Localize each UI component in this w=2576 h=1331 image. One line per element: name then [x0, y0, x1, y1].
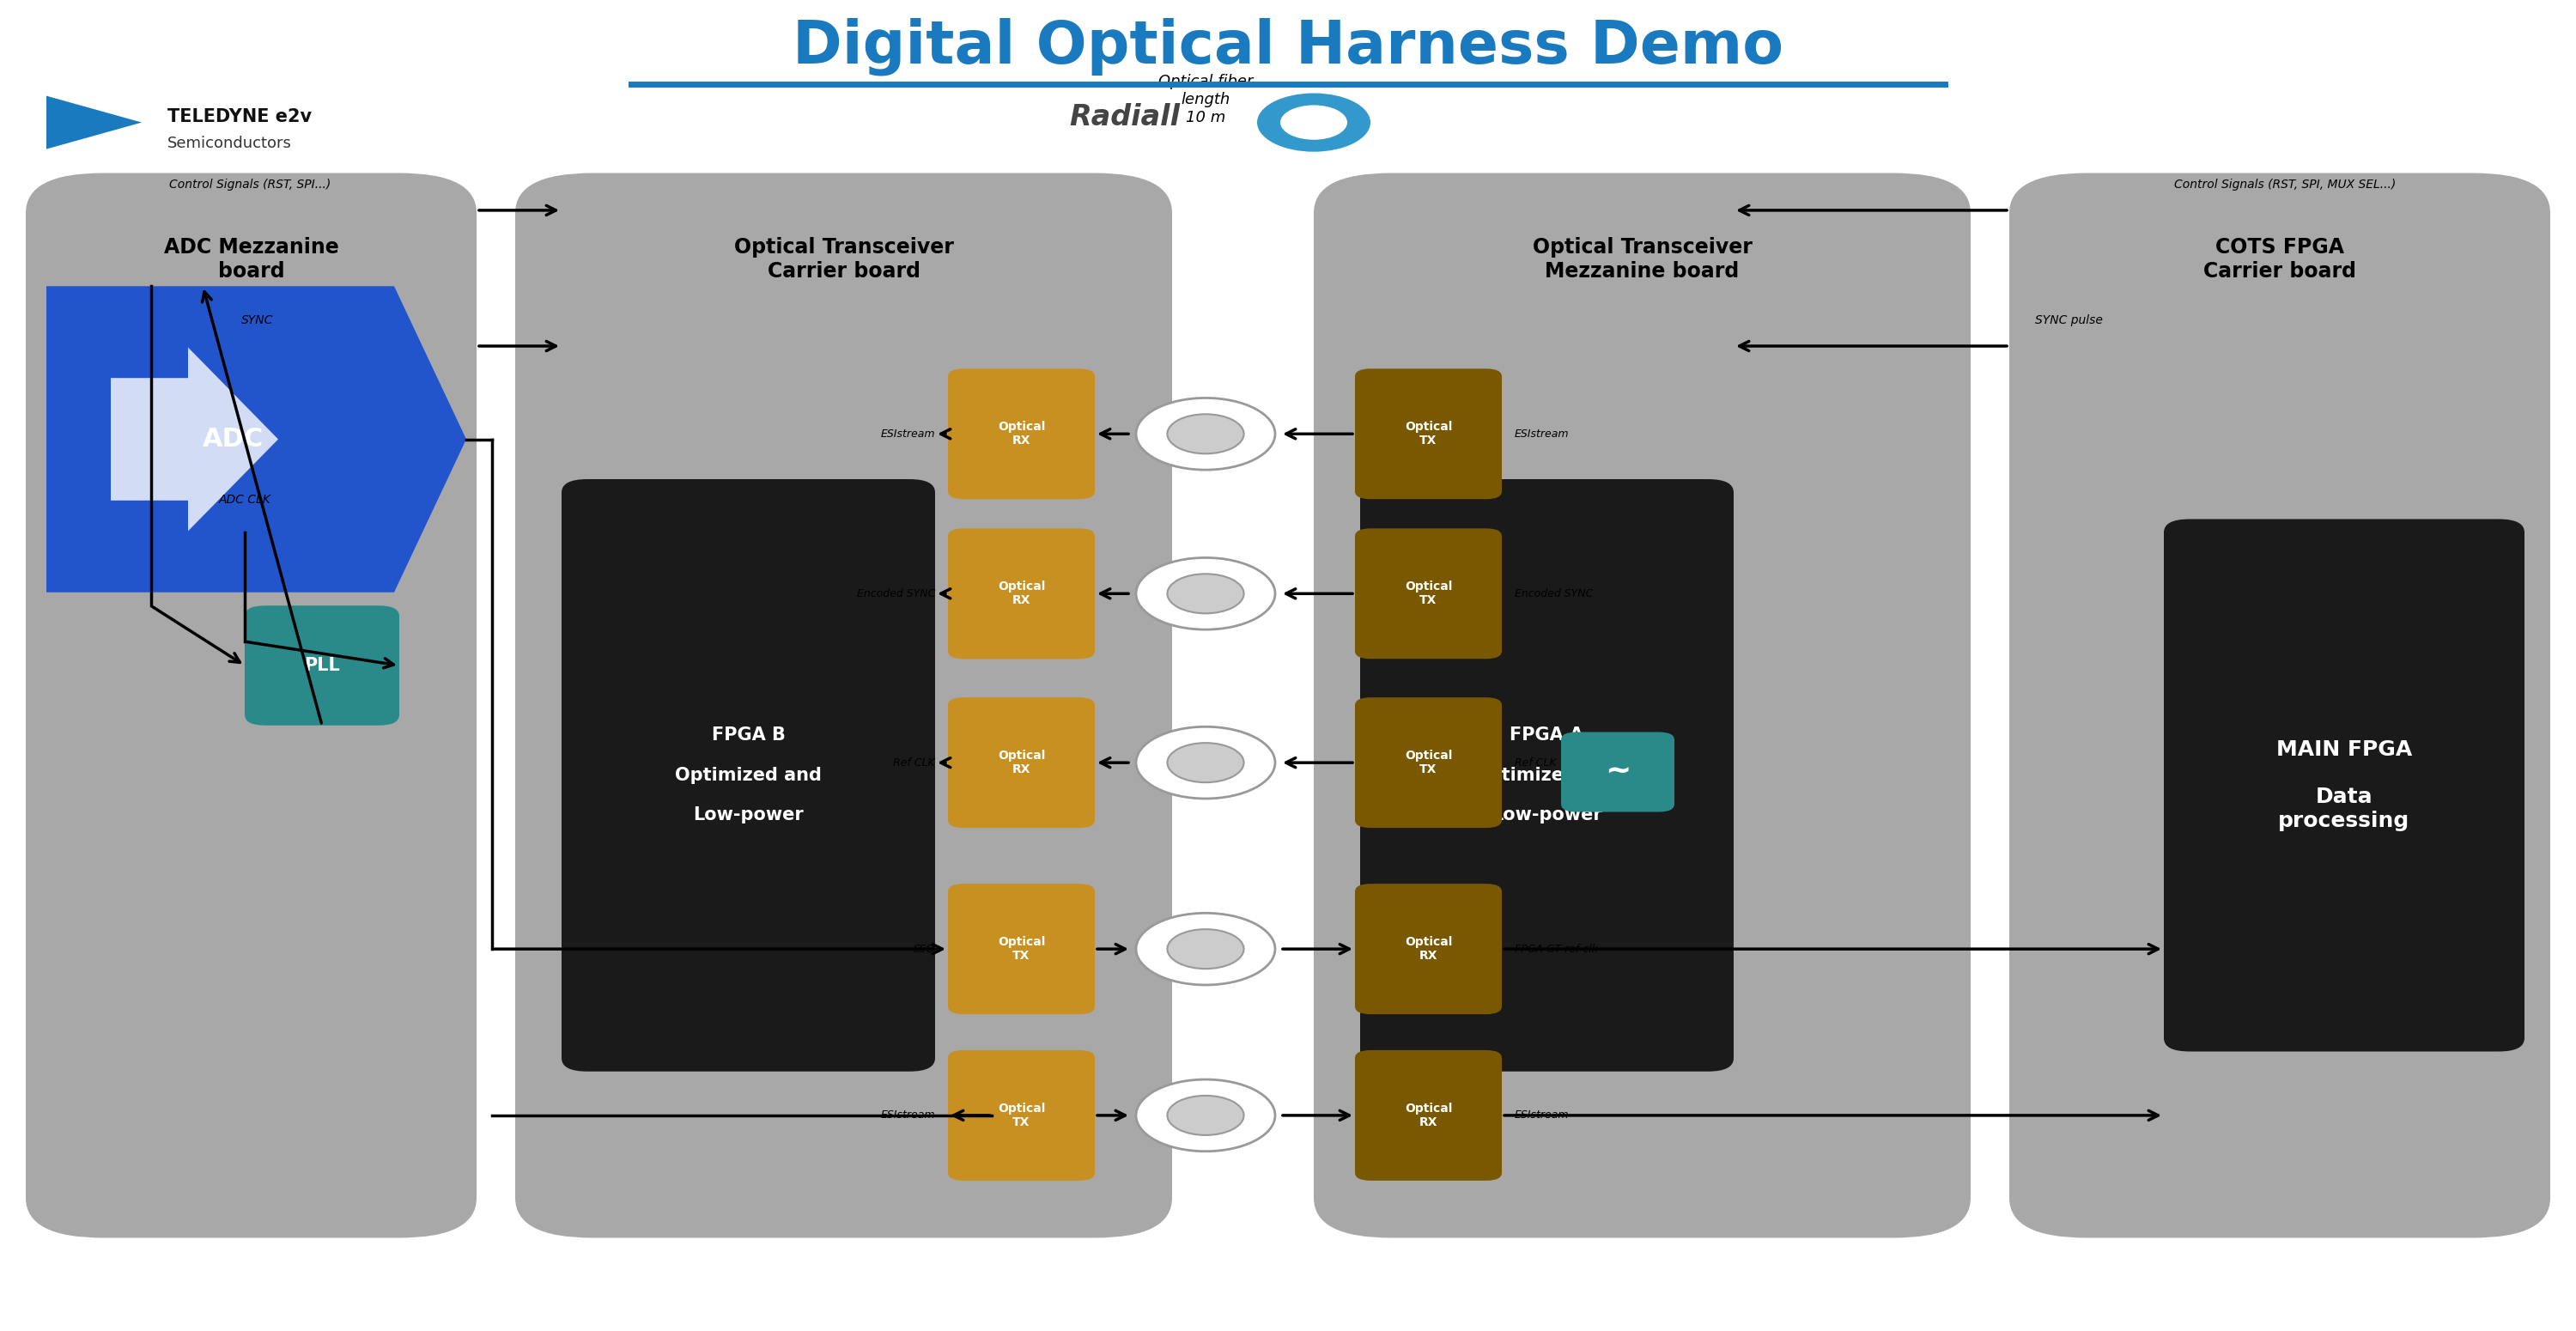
Text: Optical
RX: Optical RX: [997, 580, 1046, 607]
Text: Optical
RX: Optical RX: [997, 421, 1046, 447]
FancyBboxPatch shape: [1355, 528, 1502, 659]
Text: Optical
RX: Optical RX: [997, 749, 1046, 776]
FancyBboxPatch shape: [948, 884, 1095, 1014]
FancyBboxPatch shape: [1355, 369, 1502, 499]
Text: ADC CLK: ADC CLK: [219, 494, 270, 506]
Text: Optical Transceiver
Mezzanine board: Optical Transceiver Mezzanine board: [1533, 237, 1752, 282]
Polygon shape: [46, 96, 142, 149]
Text: Ref CLK: Ref CLK: [1515, 757, 1556, 768]
Polygon shape: [111, 347, 278, 531]
Polygon shape: [46, 286, 466, 592]
Text: ADC Mezzanine
board: ADC Mezzanine board: [165, 237, 337, 282]
Text: Optical
TX: Optical TX: [997, 1102, 1046, 1129]
Circle shape: [1167, 743, 1244, 783]
Text: FPGA A

Optimized and

Low-power: FPGA A Optimized and Low-power: [1473, 727, 1620, 824]
Text: SYNC: SYNC: [242, 314, 273, 326]
Text: Control Signals (RST, SPI...): Control Signals (RST, SPI...): [170, 178, 330, 190]
Circle shape: [1257, 93, 1370, 152]
Circle shape: [1136, 913, 1275, 985]
FancyBboxPatch shape: [1355, 697, 1502, 828]
Text: Optical
TX: Optical TX: [1404, 749, 1453, 776]
FancyBboxPatch shape: [948, 1050, 1095, 1181]
Text: Semiconductors: Semiconductors: [167, 136, 291, 152]
Text: ESIstream: ESIstream: [1515, 1110, 1569, 1121]
Text: FPGA B

Optimized and

Low-power: FPGA B Optimized and Low-power: [675, 727, 822, 824]
FancyBboxPatch shape: [1355, 884, 1502, 1014]
Circle shape: [1167, 414, 1244, 454]
Text: ADC: ADC: [204, 427, 263, 451]
Text: TELEDYNE e2v: TELEDYNE e2v: [167, 109, 312, 125]
Text: Optical
RX: Optical RX: [1404, 1102, 1453, 1129]
Circle shape: [1167, 574, 1244, 614]
Circle shape: [1136, 1079, 1275, 1151]
Text: Optical
TX: Optical TX: [1404, 580, 1453, 607]
FancyBboxPatch shape: [1561, 732, 1674, 812]
FancyBboxPatch shape: [515, 173, 1172, 1238]
Text: Digital Optical Harness Demo: Digital Optical Harness Demo: [793, 17, 1783, 76]
Text: Optical
TX: Optical TX: [997, 936, 1046, 962]
Text: COTS FPGA
Carrier board: COTS FPGA Carrier board: [2202, 237, 2357, 282]
FancyBboxPatch shape: [26, 173, 477, 1238]
FancyBboxPatch shape: [948, 369, 1095, 499]
Text: ESIstream: ESIstream: [881, 429, 935, 439]
Circle shape: [1136, 558, 1275, 630]
Text: Ref CLK: Ref CLK: [894, 757, 935, 768]
FancyBboxPatch shape: [2164, 519, 2524, 1051]
Text: Optical
RX: Optical RX: [1404, 936, 1453, 962]
Circle shape: [1136, 727, 1275, 799]
Text: Encoded SYNC: Encoded SYNC: [858, 588, 935, 599]
Text: PLL: PLL: [304, 658, 340, 673]
FancyBboxPatch shape: [1355, 1050, 1502, 1181]
Text: SYNC pulse: SYNC pulse: [2035, 314, 2102, 326]
FancyBboxPatch shape: [1314, 173, 1971, 1238]
Text: Radiall: Radiall: [1069, 102, 1180, 132]
Circle shape: [1280, 105, 1347, 140]
Text: MAIN FPGA

Data
processing: MAIN FPGA Data processing: [2277, 739, 2411, 832]
Text: ~: ~: [1605, 757, 1631, 787]
Text: Optical
TX: Optical TX: [1404, 421, 1453, 447]
Text: SSO: SSO: [914, 944, 935, 954]
Text: Control Signals (RST, SPI, MUX SEL...): Control Signals (RST, SPI, MUX SEL...): [2174, 178, 2396, 190]
FancyBboxPatch shape: [2009, 173, 2550, 1238]
Text: ESIstream: ESIstream: [881, 1110, 935, 1121]
Text: Optical fiber
length
10 m: Optical fiber length 10 m: [1159, 75, 1252, 125]
Text: ESIstream: ESIstream: [1515, 429, 1569, 439]
FancyBboxPatch shape: [245, 606, 399, 725]
FancyBboxPatch shape: [1360, 479, 1734, 1071]
Text: Optical Transceiver
Carrier board: Optical Transceiver Carrier board: [734, 237, 953, 282]
Circle shape: [1167, 1095, 1244, 1135]
FancyBboxPatch shape: [948, 697, 1095, 828]
Text: FPGA GT ref clk: FPGA GT ref clk: [1515, 944, 1597, 954]
FancyBboxPatch shape: [948, 528, 1095, 659]
Circle shape: [1136, 398, 1275, 470]
Text: Encoded SYNC: Encoded SYNC: [1515, 588, 1592, 599]
Circle shape: [1167, 929, 1244, 969]
FancyBboxPatch shape: [562, 479, 935, 1071]
